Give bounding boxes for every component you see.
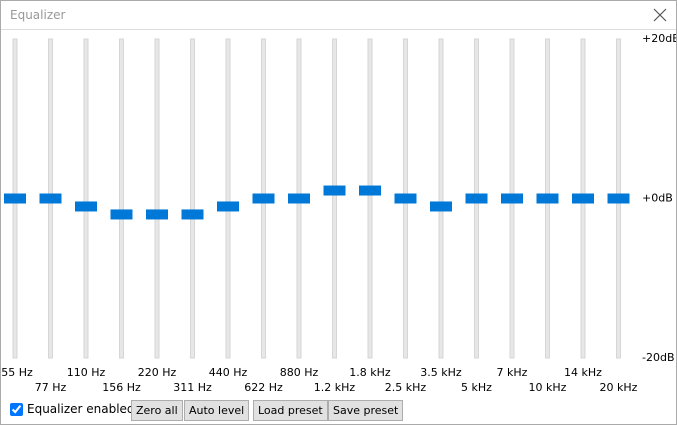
band-label: 55 Hz [1,366,33,379]
slider-track [332,38,337,359]
band-label: 3.5 kHz [420,366,462,379]
band-label: 2.5 kHz [385,381,427,394]
band-label: 1.8 kHz [349,366,391,379]
slider-thumb[interactable] [572,193,594,204]
slider-thumb[interactable] [146,209,168,220]
enable-checkbox[interactable]: Equalizer enabled [10,402,135,416]
button[interactable]: Load preset [253,400,328,421]
scale-label: -20dB [642,351,675,364]
slider-thumb[interactable] [4,193,26,204]
checkbox[interactable] [10,402,23,416]
slider-thumb[interactable] [323,185,346,196]
checkbox-label: Equalizer enabled [27,402,135,416]
band-label: 622 Hz [244,381,283,394]
band-label: 20 kHz [600,381,638,394]
slider-track [225,38,231,359]
slider-track [154,38,160,359]
slider-thumb[interactable] [288,193,310,204]
band-label: 14 kHz [564,366,602,379]
slider-thumb[interactable] [536,193,559,204]
band-label: 220 Hz [138,366,177,379]
slider-thumb[interactable] [181,209,204,220]
button[interactable]: Auto level [184,400,250,421]
close-button[interactable] [653,8,667,22]
slider-track [438,38,444,359]
slider-thumb[interactable] [501,193,523,204]
scale-label: +0dB [642,192,673,205]
band-label: 440 Hz [209,366,248,379]
slider-thumb[interactable] [430,201,452,212]
scale-label: +20dB [642,32,676,45]
slider-thumb[interactable] [217,201,239,212]
band-label: 77 Hz [35,381,67,394]
band-label: 1.2 kHz [314,381,356,394]
band-label: 5 kHz [461,381,492,394]
slider-thumb[interactable] [252,193,275,204]
slider-track [83,38,89,359]
band-label: 10 kHz [529,381,567,394]
slider-thumb[interactable] [75,201,97,212]
window-title: Equalizer [10,8,66,22]
band-label: 7 kHz [497,366,528,379]
button[interactable]: Zero all [131,400,183,421]
slider-thumb[interactable] [359,185,381,196]
slider-track [119,38,124,359]
slider-thumb[interactable] [39,193,62,204]
slider-track [367,38,373,359]
slider-track [190,38,195,359]
band-label: 880 Hz [280,366,319,379]
band-label: 156 Hz [102,381,141,394]
slider-thumb[interactable] [394,193,417,204]
band-label: 110 Hz [67,366,106,379]
slider-thumb[interactable] [607,193,630,204]
title-bar: Equalizer [1,1,676,30]
button[interactable]: Save preset [328,400,404,421]
slider-thumb[interactable] [110,209,133,220]
slider-thumb[interactable] [465,193,488,204]
band-label: 311 Hz [173,381,212,394]
